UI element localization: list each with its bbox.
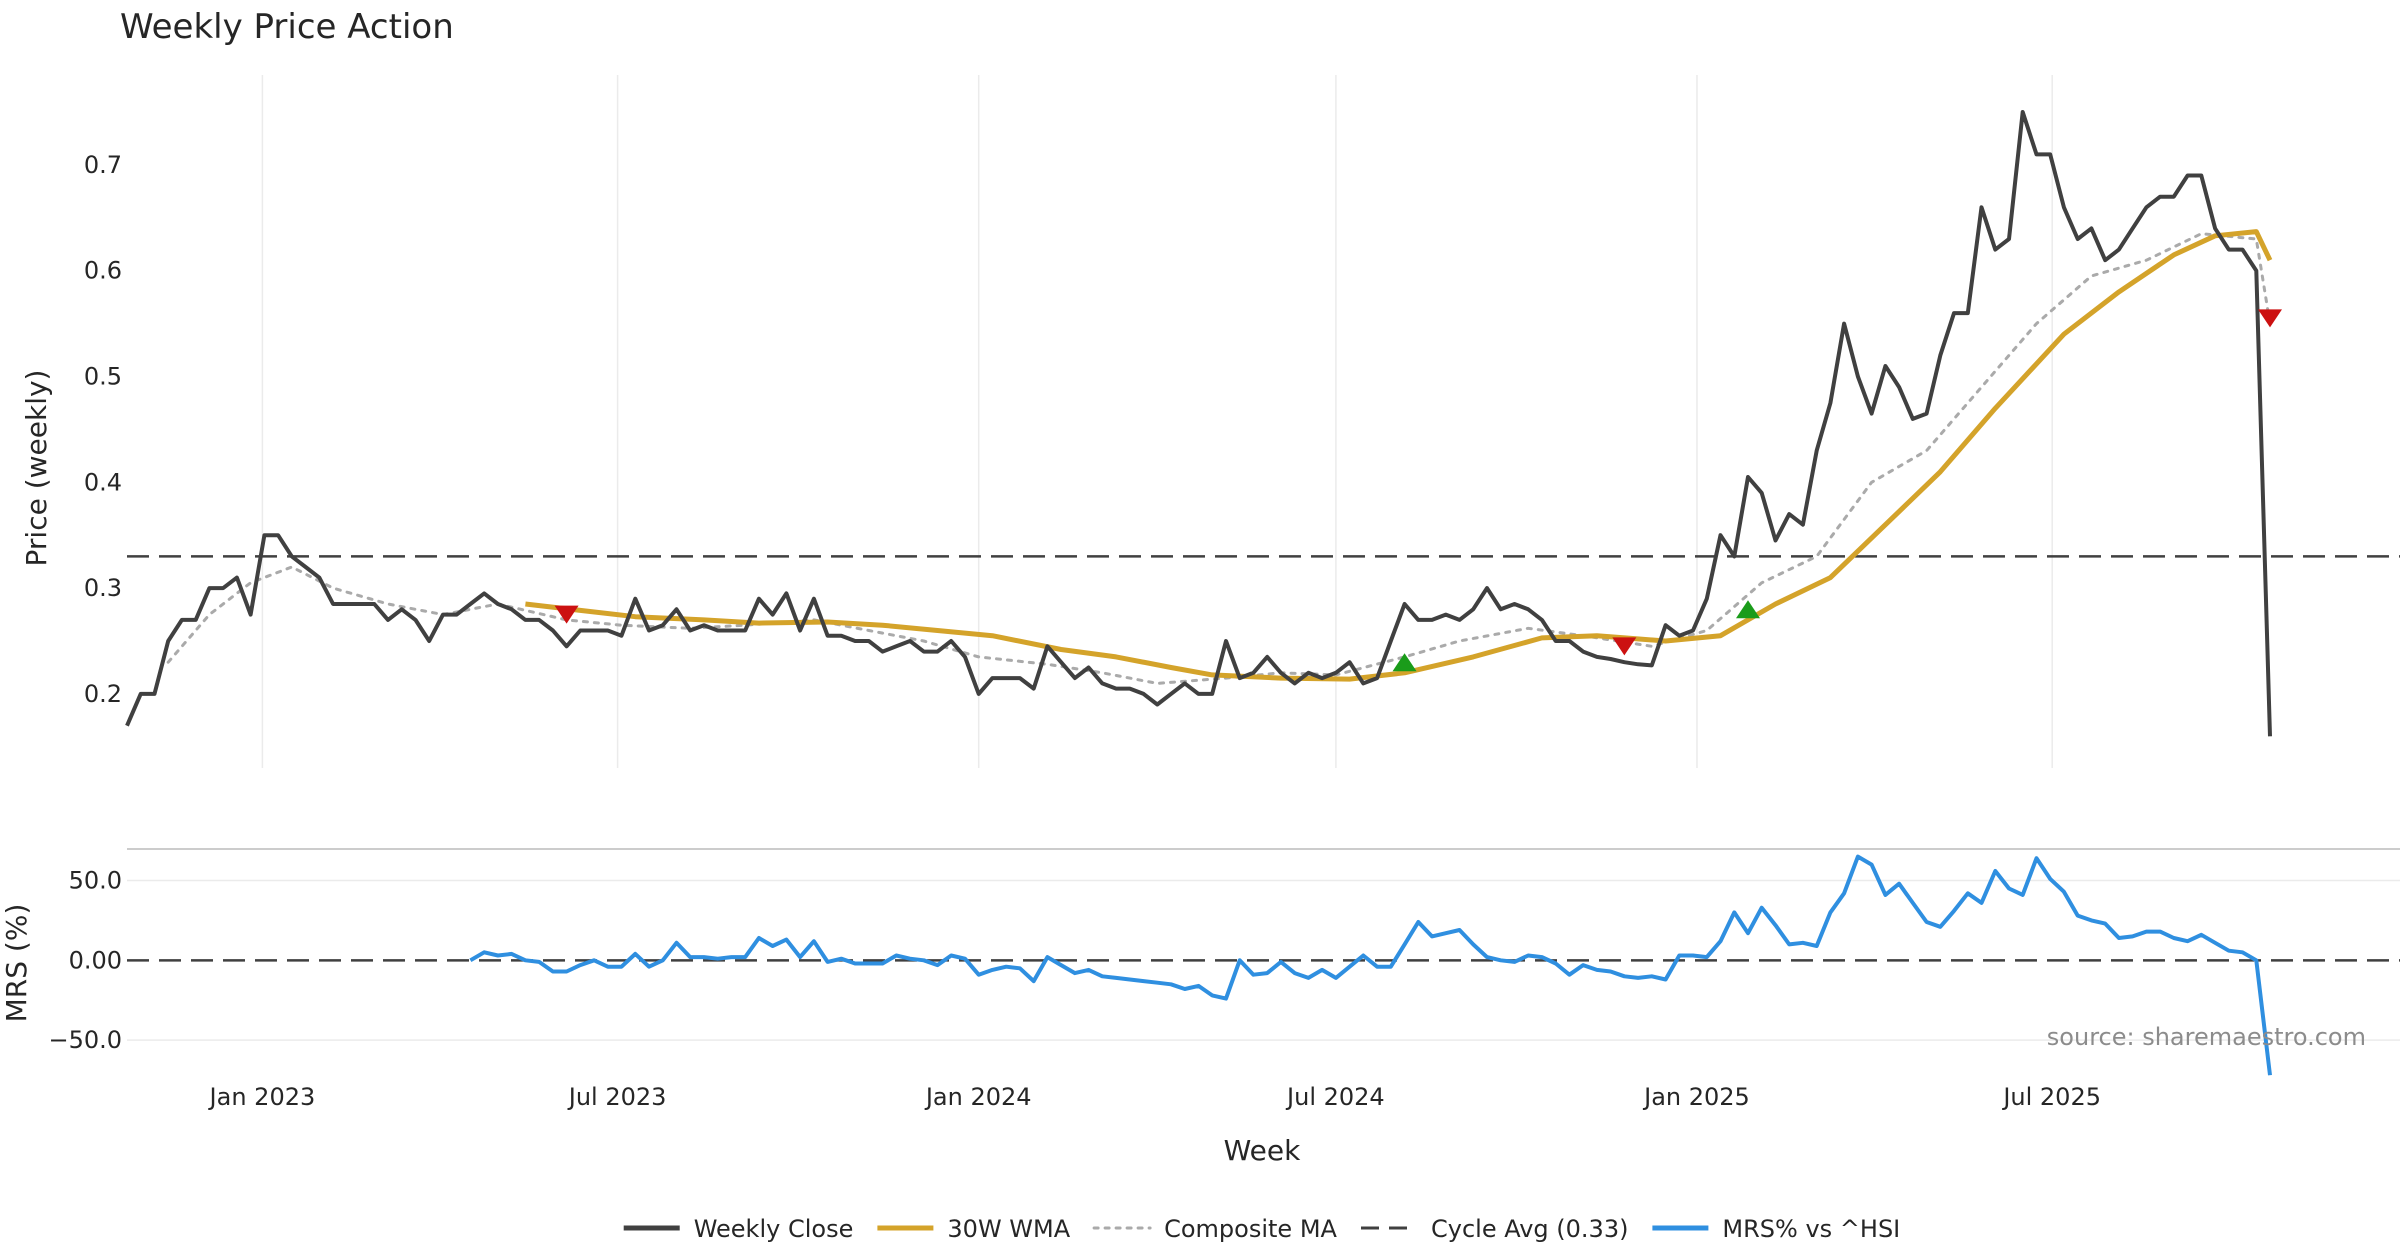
x-axis-label: Week xyxy=(1224,1134,1301,1167)
mrs-y-axis-label: MRS (%) xyxy=(0,904,33,1023)
sell-marker-4 xyxy=(2258,309,2282,328)
mrs-panel: −50.0 0.00 50.0 MRS (%) source: sharemaest… xyxy=(0,848,2400,1076)
price-y-tick-label: 0.2 xyxy=(84,680,122,708)
signal-markers xyxy=(554,309,2282,672)
legend-item-mrs-vs-hsi: MRS% vs ^HSI xyxy=(1652,1215,1900,1243)
legend-item-cycle-avg-0-33: Cycle Avg (0.33) xyxy=(1361,1215,1628,1243)
price-y-tick-label: 0.5 xyxy=(84,363,122,391)
legend-label: Weekly Close xyxy=(694,1215,854,1243)
series-weekly-close xyxy=(125,110,2272,737)
mrs-y-tick-label: 50.0 xyxy=(69,867,122,895)
price-y-tick-label: 0.3 xyxy=(84,574,122,602)
buy-marker-1 xyxy=(1392,653,1417,672)
price-y-axis-label: Price (weekly) xyxy=(20,370,53,567)
x-tick-label: Jan 2023 xyxy=(208,1083,316,1111)
series-mrs-vs-hsi xyxy=(469,854,2272,1076)
mrs-y-grid xyxy=(127,879,2400,1041)
price-y-tick-label: 0.4 xyxy=(84,468,122,496)
chart-title: Weekly Price Action xyxy=(120,7,454,47)
source-note: source: sharemaestro.com xyxy=(2047,1023,2366,1051)
price-x-grid xyxy=(261,75,2053,768)
mrs-y-ticks: −50.0 0.00 50.0 xyxy=(48,867,122,1055)
price-y-tick-label: 0.7 xyxy=(84,151,122,179)
legend-label: MRS% vs ^HSI xyxy=(1722,1215,1900,1243)
x-tick-label: Jul 2025 xyxy=(2001,1083,2101,1111)
legend-item-weekly-close: Weekly Close xyxy=(623,1215,854,1243)
price-y-ticks: 0.2 0.3 0.4 0.5 0.6 0.7 xyxy=(84,151,122,708)
x-tick-label: Jul 2023 xyxy=(567,1083,667,1111)
legend-item-30w-wma: 30W WMA xyxy=(877,1215,1071,1243)
mrs-series xyxy=(469,854,2272,1076)
x-tick-label: Jul 2024 xyxy=(1285,1083,1385,1111)
x-tick-label: Jan 2025 xyxy=(1642,1083,1750,1111)
sell-marker-0 xyxy=(554,605,579,624)
price-panel: 0.2 0.3 0.4 0.5 0.6 0.7 Price (weekly) xyxy=(20,75,2400,768)
sell-marker-2 xyxy=(1612,637,1637,656)
mrs-y-tick-label: 0.00 xyxy=(69,946,122,974)
legend-item-composite-ma: Composite MA xyxy=(1092,1215,1338,1243)
price-series xyxy=(125,110,2273,737)
price-y-tick-label: 0.6 xyxy=(84,257,122,285)
x-axis-ticks: Jan 2023 Jul 2023 Jan 2024 Jul 2024 Jan 2025… xyxy=(208,1083,2101,1111)
series-composite-ma xyxy=(166,232,2272,685)
x-tick-label: Jan 2024 xyxy=(924,1083,1032,1111)
mrs-y-tick-label: −50.0 xyxy=(48,1026,122,1054)
buy-marker-3 xyxy=(1735,600,1760,619)
legend-label: Cycle Avg (0.33) xyxy=(1431,1215,1628,1243)
legend: Weekly Close 30W WMA Composite MA Cycle Avg… xyxy=(623,1215,1900,1243)
legend-label: Composite MA xyxy=(1164,1215,1337,1243)
series-30w-wma xyxy=(525,229,2273,682)
legend-label: 30W WMA xyxy=(947,1215,1070,1243)
